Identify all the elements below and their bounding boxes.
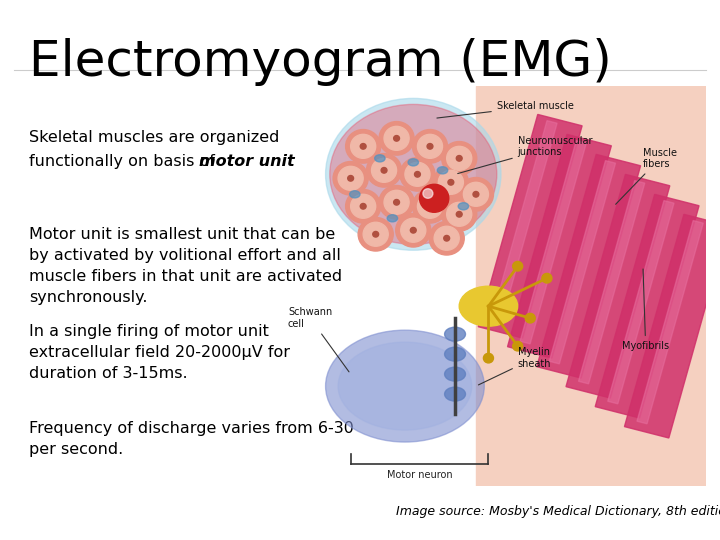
Circle shape xyxy=(444,235,449,241)
Circle shape xyxy=(525,313,535,323)
Polygon shape xyxy=(578,180,645,384)
Circle shape xyxy=(441,141,477,175)
Circle shape xyxy=(513,341,523,351)
Circle shape xyxy=(373,232,379,237)
Text: Skeletal muscle: Skeletal muscle xyxy=(437,102,574,118)
Circle shape xyxy=(413,190,448,223)
Text: Electromyogram (EMG): Electromyogram (EMG) xyxy=(29,38,611,86)
Circle shape xyxy=(394,199,400,205)
Circle shape xyxy=(384,126,409,150)
Polygon shape xyxy=(549,160,616,364)
Circle shape xyxy=(366,153,402,187)
Text: Myofibrils: Myofibrils xyxy=(622,269,669,351)
Circle shape xyxy=(434,226,459,250)
Ellipse shape xyxy=(445,367,466,381)
Circle shape xyxy=(446,202,472,226)
Circle shape xyxy=(401,218,426,242)
Text: Myelin
sheath: Myelin sheath xyxy=(478,347,552,385)
Circle shape xyxy=(405,163,430,186)
Circle shape xyxy=(379,186,414,219)
Text: Muscle
fibers: Muscle fibers xyxy=(616,147,677,204)
Circle shape xyxy=(363,222,388,246)
Circle shape xyxy=(542,273,552,283)
Ellipse shape xyxy=(387,215,397,222)
Circle shape xyxy=(459,178,493,211)
Ellipse shape xyxy=(374,155,385,162)
Circle shape xyxy=(333,161,368,195)
Circle shape xyxy=(346,130,381,163)
Text: In a single firing of motor unit
extracellular field 20-2000μV for
duration of 3: In a single firing of motor unit extrace… xyxy=(29,324,289,381)
Circle shape xyxy=(360,144,366,149)
Polygon shape xyxy=(537,154,641,378)
Circle shape xyxy=(400,158,435,191)
Circle shape xyxy=(448,179,454,185)
Circle shape xyxy=(456,212,462,217)
Circle shape xyxy=(438,170,464,194)
Circle shape xyxy=(441,198,477,231)
Text: functionally on basis of: functionally on basis of xyxy=(29,154,220,170)
Circle shape xyxy=(464,183,488,206)
Ellipse shape xyxy=(408,159,418,166)
Ellipse shape xyxy=(445,347,466,361)
Circle shape xyxy=(381,167,387,173)
Circle shape xyxy=(423,188,433,198)
Circle shape xyxy=(360,204,366,209)
Circle shape xyxy=(358,218,393,251)
Circle shape xyxy=(429,221,464,255)
Circle shape xyxy=(427,204,433,209)
Circle shape xyxy=(427,144,433,149)
Ellipse shape xyxy=(445,327,466,341)
Polygon shape xyxy=(608,200,674,404)
Polygon shape xyxy=(520,140,586,344)
Circle shape xyxy=(433,166,469,199)
Circle shape xyxy=(394,136,400,141)
Text: Neuromuscular
junctions: Neuromuscular junctions xyxy=(458,136,592,173)
Ellipse shape xyxy=(338,342,472,430)
Circle shape xyxy=(483,353,493,363)
Text: Skeletal muscles are organized: Skeletal muscles are organized xyxy=(29,130,279,145)
Circle shape xyxy=(351,194,376,218)
Circle shape xyxy=(410,227,416,233)
Circle shape xyxy=(413,130,448,163)
Bar xyxy=(476,86,706,486)
Circle shape xyxy=(420,184,449,212)
Circle shape xyxy=(348,176,354,181)
Circle shape xyxy=(473,192,479,197)
Circle shape xyxy=(396,213,431,247)
Ellipse shape xyxy=(459,286,518,326)
Circle shape xyxy=(513,261,523,271)
Circle shape xyxy=(456,156,462,161)
Text: Image source: Mosby's Medical Dictionary, 8th edition: Image source: Mosby's Medical Dictionary… xyxy=(396,505,720,518)
Ellipse shape xyxy=(350,191,360,198)
Polygon shape xyxy=(491,120,557,324)
Text: Schwann
cell: Schwann cell xyxy=(288,307,349,372)
Circle shape xyxy=(379,122,414,155)
Polygon shape xyxy=(508,134,611,358)
Ellipse shape xyxy=(437,167,448,174)
Circle shape xyxy=(346,190,381,223)
Circle shape xyxy=(418,134,443,158)
Polygon shape xyxy=(624,214,720,438)
Circle shape xyxy=(446,146,472,170)
Ellipse shape xyxy=(330,104,497,244)
Circle shape xyxy=(384,190,409,214)
Polygon shape xyxy=(566,174,670,398)
Ellipse shape xyxy=(445,387,466,401)
Circle shape xyxy=(372,158,397,183)
Text: Motor neuron: Motor neuron xyxy=(387,470,452,480)
Circle shape xyxy=(415,172,420,177)
Ellipse shape xyxy=(458,202,469,210)
Text: Frequency of discharge varies from 6-30
per second.: Frequency of discharge varies from 6-30 … xyxy=(29,421,354,457)
Circle shape xyxy=(418,194,443,218)
Polygon shape xyxy=(595,194,699,418)
Text: motor unit: motor unit xyxy=(199,154,295,170)
Circle shape xyxy=(338,166,363,190)
Ellipse shape xyxy=(325,330,485,442)
Polygon shape xyxy=(478,114,582,338)
Polygon shape xyxy=(637,220,703,424)
Circle shape xyxy=(351,134,376,158)
Text: Motor unit is smallest unit that can be
by activated by volitional effort and al: Motor unit is smallest unit that can be … xyxy=(29,227,342,305)
Ellipse shape xyxy=(325,98,501,250)
